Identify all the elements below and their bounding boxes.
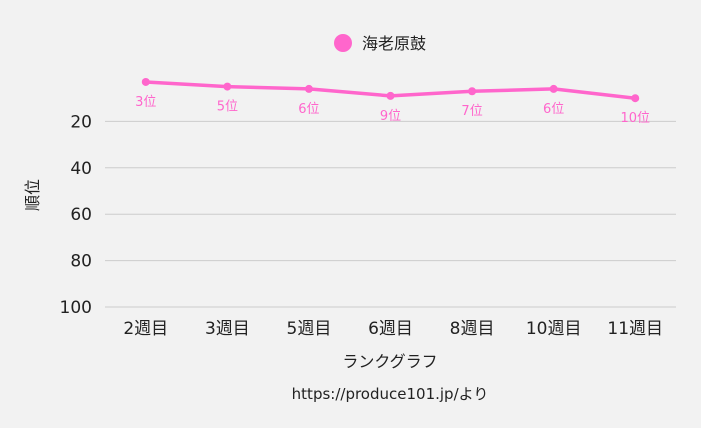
x-tick-label: 6週目 [368,319,413,339]
data-label: 10位 [620,111,650,126]
y-tick-label: 40 [70,159,92,179]
y-tick-label: 100 [60,298,92,318]
data-label: 9位 [380,109,401,124]
y-tick-label: 60 [70,205,92,225]
data-label: 3位 [135,95,156,110]
data-label: 7位 [461,104,482,119]
data-label: 6位 [298,102,319,117]
x-tick-labels: 2週目 3週目 5週目 6週目 8週目 10週目 11週目 [123,319,663,339]
data-point[interactable] [549,84,558,93]
legend-marker-icon [334,34,352,52]
y-axis-title: 順位 [23,179,42,211]
x-tick-label: 3週目 [205,319,250,339]
y-tick-label: 20 [70,112,92,132]
x-tick-label: 8週目 [450,319,495,339]
x-tick-label: 10週目 [526,319,582,339]
data-point[interactable] [304,84,313,93]
data-label: 6位 [543,102,564,117]
source-note: https://produce101.jp/より [292,385,489,403]
data-point[interactable] [386,91,395,100]
legend[interactable]: 海老原鼓 [334,34,426,53]
gridlines [105,120,676,308]
data-points [141,77,640,103]
x-tick-label: 11週目 [607,319,663,339]
y-tick-label: 80 [70,252,92,272]
data-label: 5位 [217,100,238,115]
data-point[interactable] [631,94,640,103]
data-point[interactable] [223,82,232,91]
legend-label: 海老原鼓 [362,34,426,53]
data-point[interactable] [468,87,477,96]
data-labels: 3位 5位 6位 9位 7位 6位 10位 [135,95,650,126]
x-tick-label: 2週目 [123,319,168,339]
data-point[interactable] [141,77,150,86]
x-axis-title: ランクグラフ [342,352,437,371]
x-tick-label: 5週目 [287,319,332,339]
y-tick-labels: 20 40 60 80 100 [60,112,92,318]
